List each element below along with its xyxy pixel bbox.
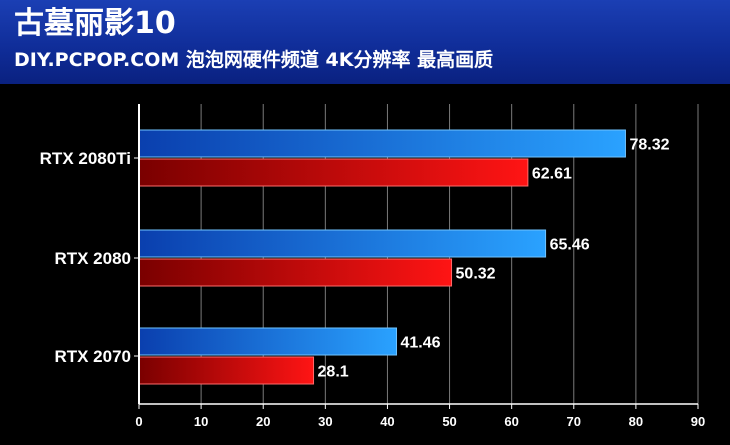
bar-red <box>138 356 315 385</box>
x-tick-label: 10 <box>194 414 208 429</box>
chart-title: 古墓丽影10 <box>14 6 176 41</box>
x-tick-label: 90 <box>691 414 705 429</box>
bar-chart: 0 10 20 30 40 50 60 70 80 90 RTX 2080Ti 78.32 62.61 R… <box>40 104 706 430</box>
category-label: RTX 2070 <box>54 347 131 366</box>
data-label: 28.1 <box>318 364 349 381</box>
x-tick-label: 70 <box>567 414 581 429</box>
labels: 0 10 20 30 40 50 60 70 80 90 RTX 2080Ti 78.32 62.61 R… <box>40 137 706 430</box>
bar-red <box>138 158 529 187</box>
data-label: 50.32 <box>456 266 496 283</box>
category-label: RTX 2080Ti <box>40 149 131 168</box>
x-tick-label: 0 <box>135 414 142 429</box>
bar-blue <box>138 129 626 158</box>
chart-subtitle: DIY.PCPOP.COM 泡泡网硬件频道 4K分辨率 最高画质 <box>14 49 494 71</box>
header-banner: 古墓丽影10 DIY.PCPOP.COM 泡泡网硬件频道 4K分辨率 最高画质 <box>0 0 730 84</box>
data-label: 65.46 <box>550 237 590 254</box>
x-tick-label: 40 <box>380 414 394 429</box>
bar-red <box>138 258 453 287</box>
axes <box>134 104 699 409</box>
data-label: 62.61 <box>532 166 572 183</box>
x-tick-label: 30 <box>318 414 332 429</box>
x-tick-label: 20 <box>256 414 270 429</box>
bar-blue <box>138 327 398 356</box>
bars <box>138 129 626 385</box>
bar-blue <box>138 229 547 258</box>
x-tick-label: 60 <box>504 414 518 429</box>
x-tick-label: 50 <box>442 414 456 429</box>
data-label: 78.32 <box>629 137 669 154</box>
data-label: 41.46 <box>401 335 441 352</box>
category-label: RTX 2080 <box>54 249 131 268</box>
x-tick-label: 80 <box>629 414 643 429</box>
